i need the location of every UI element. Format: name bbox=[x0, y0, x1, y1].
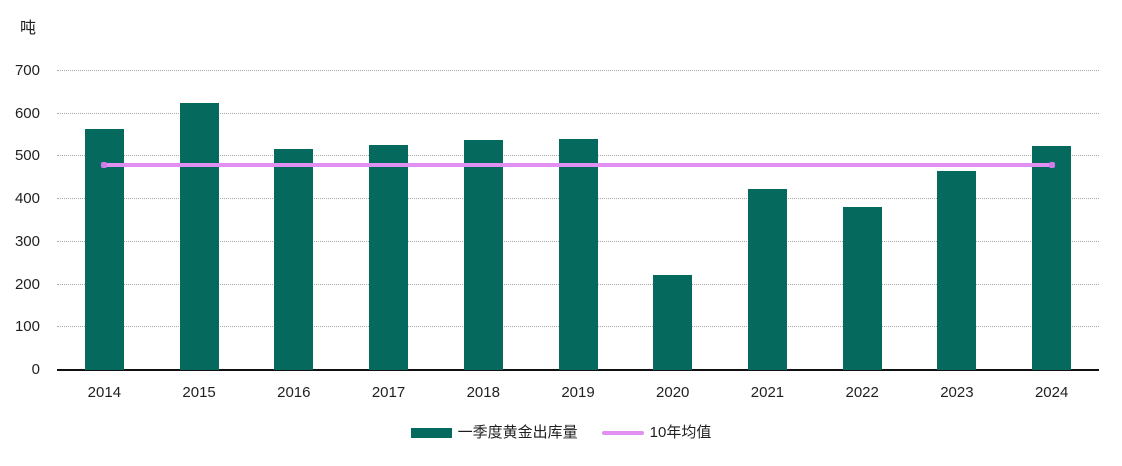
legend-label-bars: 一季度黄金出库量 bbox=[457, 424, 578, 441]
x-tick-label-2022: 2022 bbox=[845, 384, 879, 401]
y-tick-label-200: 200 bbox=[14, 275, 40, 293]
x-tick-label-2017: 2017 bbox=[371, 384, 406, 401]
bar-2021 bbox=[747, 189, 787, 370]
legend-item-bars: 一季度黄金出库量 bbox=[410, 424, 578, 442]
line-series-swatch bbox=[601, 431, 644, 435]
bar-2017 bbox=[369, 144, 409, 370]
x-tick-label-2015: 2015 bbox=[182, 384, 216, 401]
bar-2020 bbox=[653, 275, 693, 370]
y-tick-label-700: 700 bbox=[14, 62, 40, 79]
y-tick-label-500: 500 bbox=[14, 147, 40, 165]
x-axis-line bbox=[57, 369, 1099, 371]
y-tick-label-600: 600 bbox=[14, 104, 40, 122]
x-tick-label-2021: 2021 bbox=[750, 384, 785, 401]
average-line-end-cap bbox=[1048, 161, 1055, 168]
y-tick-label-100: 100 bbox=[14, 318, 40, 336]
y-tick-label-0: 0 bbox=[31, 361, 40, 378]
y-axis-title: 吨 bbox=[20, 20, 37, 37]
x-tick-label-2014: 2014 bbox=[87, 384, 122, 401]
y-tick-label-300: 300 bbox=[14, 232, 40, 250]
legend-label-line: 10年均值 bbox=[649, 424, 712, 441]
average-line-start-cap bbox=[101, 161, 108, 168]
bar-2018 bbox=[463, 140, 503, 370]
x-tick-label-2024: 2024 bbox=[1034, 384, 1069, 401]
gridline-700 bbox=[57, 70, 1099, 71]
x-tick-label-2018: 2018 bbox=[466, 384, 500, 401]
bar-2016 bbox=[274, 149, 314, 370]
bar-2015 bbox=[179, 102, 219, 370]
bar-2023 bbox=[937, 170, 977, 370]
average-line bbox=[104, 162, 1052, 167]
y-tick-label-400: 400 bbox=[14, 190, 40, 208]
bar-2024 bbox=[1032, 146, 1072, 370]
x-tick-label-2019: 2019 bbox=[561, 384, 595, 401]
legend-item-line: 10年均值 bbox=[601, 424, 712, 442]
legend: 一季度黄金出库量 10年均值 bbox=[0, 424, 1122, 442]
x-tick-label-2016: 2016 bbox=[277, 384, 311, 401]
bar-2022 bbox=[842, 207, 882, 370]
x-tick-label-2020: 2020 bbox=[656, 384, 690, 401]
bar-2014 bbox=[84, 128, 124, 370]
bar-2019 bbox=[558, 139, 598, 370]
gridline-600 bbox=[57, 112, 1099, 114]
x-tick-label-2023: 2023 bbox=[940, 384, 974, 401]
bar-series-swatch bbox=[410, 428, 452, 438]
